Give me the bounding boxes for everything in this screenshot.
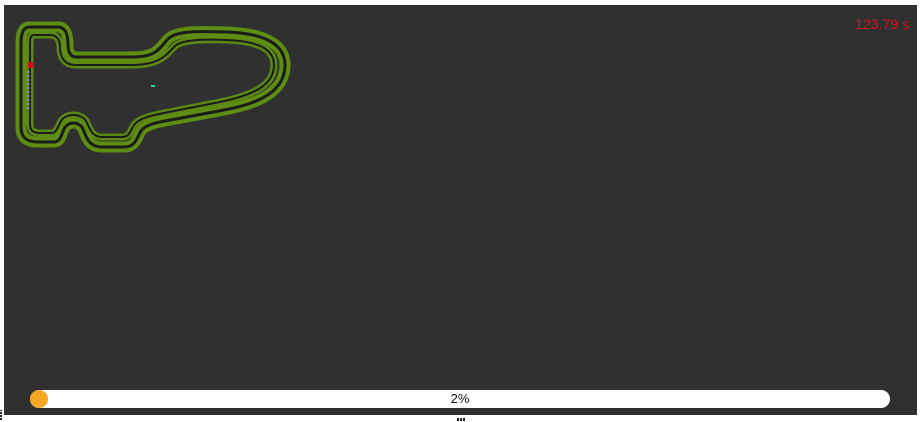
progress-fill	[30, 390, 48, 408]
track-racing-line	[19, 25, 287, 149]
progress-label: 2%	[450, 391, 470, 406]
progress-bar: 2%	[30, 390, 890, 408]
track-inner-lane-line	[29, 34, 275, 138]
waypoint-marker	[151, 85, 155, 87]
player-car	[28, 62, 33, 68]
game-canvas[interactable]: 123.79 s 2%	[4, 5, 917, 415]
track-map	[15, 21, 291, 153]
window-edge-grip	[0, 410, 2, 420]
race-timer: 123.79 s	[855, 16, 909, 32]
resize-handle[interactable]	[457, 418, 466, 421]
